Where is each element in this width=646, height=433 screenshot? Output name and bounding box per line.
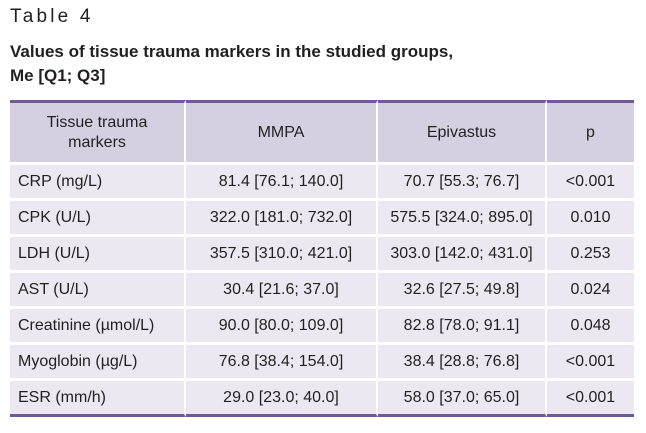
cell-epivastus: 575.5 [324.0; 895.0] — [378, 201, 547, 237]
tissue-trauma-markers-table: Tissue trauma markers MMPA Epivastus p C… — [10, 100, 634, 417]
cell-mmpa: 30.4 [21.6; 37.0] — [186, 273, 378, 309]
cell-epivastus: 32.6 [27.5; 49.8] — [378, 273, 547, 309]
cell-epivastus: 303.0 [142.0; 431.0] — [378, 237, 547, 273]
header-row: Tissue trauma markers MMPA Epivastus p — [10, 100, 634, 165]
cell-p: <0.001 — [547, 381, 634, 417]
header-markers: Tissue trauma markers — [10, 100, 186, 165]
caption-line-1: Values of tissue trauma markers in the s… — [10, 42, 454, 61]
cell-p: <0.001 — [547, 165, 634, 201]
cell-marker: Myoglobin (µg/L) — [10, 345, 186, 381]
table-row: AST (U/L) 30.4 [21.6; 37.0] 32.6 [27.5; … — [10, 273, 634, 309]
cell-marker: CRP (mg/L) — [10, 165, 186, 201]
header-mmpa: MMPA — [186, 100, 378, 165]
caption-line-2: Me [Q1; Q3] — [10, 66, 106, 85]
header-markers-line-1: Tissue trauma — [46, 113, 148, 131]
header-p: p — [547, 100, 634, 165]
cell-marker: Creatinine (µmol/L) — [10, 309, 186, 345]
cell-p: <0.001 — [547, 345, 634, 381]
cell-marker: AST (U/L) — [10, 273, 186, 309]
cell-mmpa: 322.0 [181.0; 732.0] — [186, 201, 378, 237]
table-row: Myoglobin (µg/L) 76.8 [38.4; 154.0] 38.4… — [10, 345, 634, 381]
cell-mmpa: 81.4 [76.1; 140.0] — [186, 165, 378, 201]
cell-mmpa: 357.5 [310.0; 421.0] — [186, 237, 378, 273]
cell-epivastus: 38.4 [28.8; 76.8] — [378, 345, 547, 381]
table-row: Creatinine (µmol/L) 90.0 [80.0; 109.0] 8… — [10, 309, 634, 345]
cell-marker: CPK (U/L) — [10, 201, 186, 237]
cell-mmpa: 76.8 [38.4; 154.0] — [186, 345, 378, 381]
cell-p: 0.253 — [547, 237, 634, 273]
table-row: CRP (mg/L) 81.4 [76.1; 140.0] 70.7 [55.3… — [10, 165, 634, 201]
table-row: CPK (U/L) 322.0 [181.0; 732.0] 575.5 [32… — [10, 201, 634, 237]
cell-marker: LDH (U/L) — [10, 237, 186, 273]
table-number: Table 4 — [10, 6, 94, 27]
table-row: ESR (mm/h) 29.0 [23.0; 40.0] 58.0 [37.0;… — [10, 381, 634, 417]
cell-epivastus: 70.7 [55.3; 76.7] — [378, 165, 547, 201]
cell-mmpa: 90.0 [80.0; 109.0] — [186, 309, 378, 345]
cell-epivastus: 82.8 [78.0; 91.1] — [378, 309, 547, 345]
cell-p: 0.048 — [547, 309, 634, 345]
cell-p: 0.010 — [547, 201, 634, 237]
cell-p: 0.024 — [547, 273, 634, 309]
cell-marker: ESR (mm/h) — [10, 381, 186, 417]
table-row: LDH (U/L) 357.5 [310.0; 421.0] 303.0 [14… — [10, 237, 634, 273]
header-epivastus: Epivastus — [378, 100, 547, 165]
cell-mmpa: 29.0 [23.0; 40.0] — [186, 381, 378, 417]
cell-epivastus: 58.0 [37.0; 65.0] — [378, 381, 547, 417]
table-caption: Values of tissue trauma markers in the s… — [10, 40, 630, 88]
header-markers-line-2: markers — [68, 133, 126, 151]
